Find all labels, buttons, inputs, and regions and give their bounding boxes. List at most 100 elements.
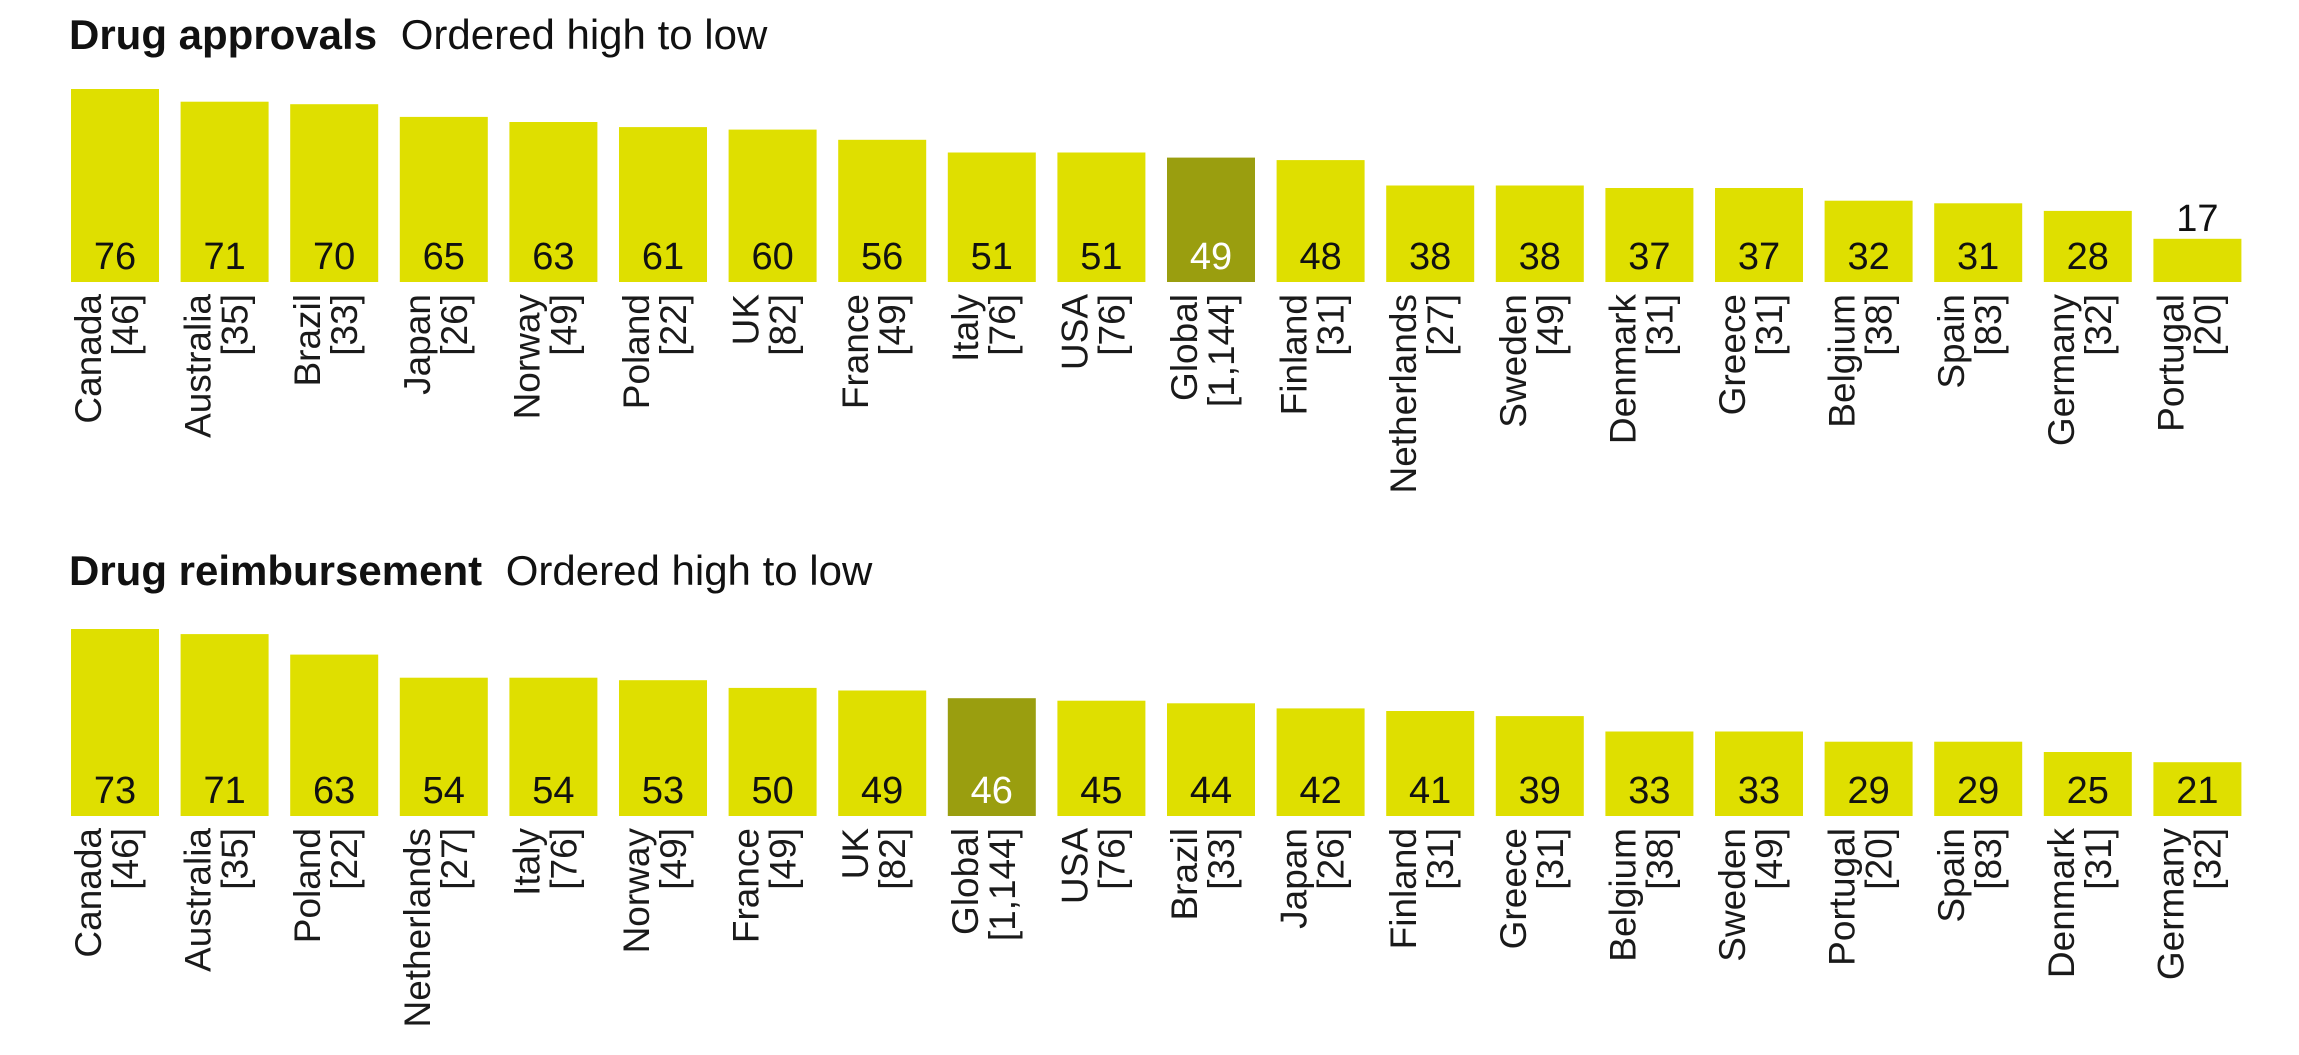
approvals-bar-norway <box>509 122 598 282</box>
sample-size: [33] <box>324 294 365 356</box>
approvals-value-uk: 60 <box>751 236 793 278</box>
sample-size: [35] <box>215 828 256 890</box>
approvals-value-france: 56 <box>861 236 903 278</box>
reimbursement-bar-uk <box>838 690 927 816</box>
sample-size: [27] <box>1420 294 1461 356</box>
category-name: Germany <box>2150 828 2191 981</box>
sample-size: [49] <box>872 294 913 356</box>
reimbursement-label-australia: Australia[35] <box>178 828 256 972</box>
reimbursement-value-greece: 39 <box>1519 770 1561 812</box>
reimbursement-bar-poland <box>290 654 379 816</box>
approvals-label-portugal: Portugal[20] <box>2150 294 2228 432</box>
approvals-bar-brazil <box>290 104 379 282</box>
reimbursement-value-belgium: 33 <box>1628 770 1670 812</box>
category-name: Italy <box>506 828 547 896</box>
category-name: USA <box>1054 828 1095 904</box>
category-name: Spain <box>1931 294 1972 389</box>
reimbursement-bar-germany <box>2153 762 2242 816</box>
category-name: Sweden <box>1712 828 1753 962</box>
sample-size: [49] <box>1530 294 1571 356</box>
category-name: USA <box>1054 294 1095 370</box>
approvals-bar-france <box>838 139 927 282</box>
category-name: Brazil <box>1164 828 1205 921</box>
sample-size: [31] <box>1420 828 1461 890</box>
approvals-bar-netherlands <box>1386 185 1475 282</box>
sample-size: [20] <box>2187 294 2228 356</box>
approvals-bar-germany <box>2043 210 2132 282</box>
sample-size: [49] <box>763 828 804 890</box>
sample-size: [46] <box>105 828 146 890</box>
category-name: Poland <box>616 294 657 409</box>
category-name: Finland <box>1274 294 1315 415</box>
category-name: Canada <box>68 828 109 958</box>
approvals-value-netherlands: 38 <box>1409 236 1451 278</box>
approvals-bar-australia <box>180 101 269 282</box>
reimbursement-chart: 73 Canada[46] 71 Australia[35] 63 Poland[22] 5… <box>68 629 2242 1028</box>
approvals-bar-japan <box>399 116 488 283</box>
reimbursement-value-japan: 42 <box>1299 770 1341 812</box>
reimbursement-bar-australia <box>180 634 269 816</box>
reimbursement-bar-norway <box>619 680 707 816</box>
approvals-label-finland: Finland[31] <box>1274 294 1352 415</box>
approvals-value-germany: 28 <box>2067 236 2109 278</box>
reimbursement-label-brazil: Brazil[33] <box>1164 828 1242 921</box>
reimbursement-value-usa: 45 <box>1080 770 1122 812</box>
reimbursement-value-spain: 29 <box>1957 770 1999 812</box>
approvals-label-poland: Poland[22] <box>616 294 694 409</box>
approvals-bar-denmark <box>1605 188 1694 282</box>
sample-size: [49] <box>1749 828 1790 890</box>
approvals-value-portugal: 17 <box>2176 198 2218 240</box>
approvals-bar-poland <box>619 127 707 282</box>
sample-size: [35] <box>215 294 256 356</box>
sample-size: [76] <box>543 828 584 890</box>
reimbursement-value-norway: 53 <box>642 770 684 812</box>
approvals-label-japan: Japan[26] <box>397 294 475 395</box>
reimbursement-bar-brazil <box>1167 703 1255 816</box>
approvals-value-italy: 51 <box>971 236 1013 278</box>
category-name: France <box>835 294 876 409</box>
approvals-bar-uk <box>728 129 817 282</box>
approvals-bar-sweden <box>1495 185 1584 282</box>
approvals-bar-global <box>1167 157 1255 282</box>
category-name: Greece <box>1712 294 1753 415</box>
sample-size: [27] <box>434 828 475 890</box>
sample-size: [32] <box>2078 294 2119 356</box>
category-name: Spain <box>1931 828 1972 923</box>
approvals-value-japan: 65 <box>423 236 465 278</box>
approvals-bar-usa <box>1057 152 1146 282</box>
reimbursement-label-germany: Germany[32] <box>2150 828 2228 981</box>
sample-size: [49] <box>653 828 694 890</box>
approvals-label-netherlands: Netherlands[27] <box>1383 294 1461 494</box>
category-name: France <box>726 828 767 943</box>
category-name: Finland <box>1383 828 1424 949</box>
sample-size: [31] <box>1749 294 1790 356</box>
reimbursement-label-norway: Norway[49] <box>616 828 694 954</box>
reimbursement-label-japan: Japan[26] <box>1274 828 1352 929</box>
approvals-bar-greece <box>1715 188 1803 282</box>
sample-size: [46] <box>105 294 146 356</box>
approvals-title-main: Drug approvals <box>69 11 377 58</box>
sample-size: [83] <box>1968 828 2009 890</box>
approvals-label-spain: Spain[83] <box>1931 294 2009 389</box>
category-name: Greece <box>1493 828 1534 949</box>
sample-size: [76] <box>1091 294 1132 356</box>
approvals-label-france: France[49] <box>835 294 913 409</box>
category-name: Japan <box>1274 828 1315 929</box>
sample-size: [38] <box>1859 294 1900 356</box>
approvals-label-norway: Norway[49] <box>506 294 584 420</box>
category-name: Belgium <box>1822 294 1863 428</box>
category-name: Norway <box>506 294 547 420</box>
sample-size: [82] <box>763 294 804 356</box>
approvals-bar-italy <box>947 152 1036 282</box>
reimbursement-label-spain: Spain[83] <box>1931 828 2009 923</box>
category-name: Global <box>945 828 986 935</box>
approvals-label-canada: Canada[46] <box>68 294 146 424</box>
sample-size: [33] <box>1201 828 1242 890</box>
category-name: Japan <box>397 294 438 395</box>
approvals-value-norway: 63 <box>532 236 574 278</box>
approvals-value-spain: 31 <box>1957 236 1999 278</box>
approvals-value-australia: 71 <box>203 236 245 278</box>
approvals-label-greece: Greece[31] <box>1712 294 1790 415</box>
reimbursement-bar-denmark <box>2043 752 2132 816</box>
reimbursement-value-uk: 49 <box>861 770 903 812</box>
